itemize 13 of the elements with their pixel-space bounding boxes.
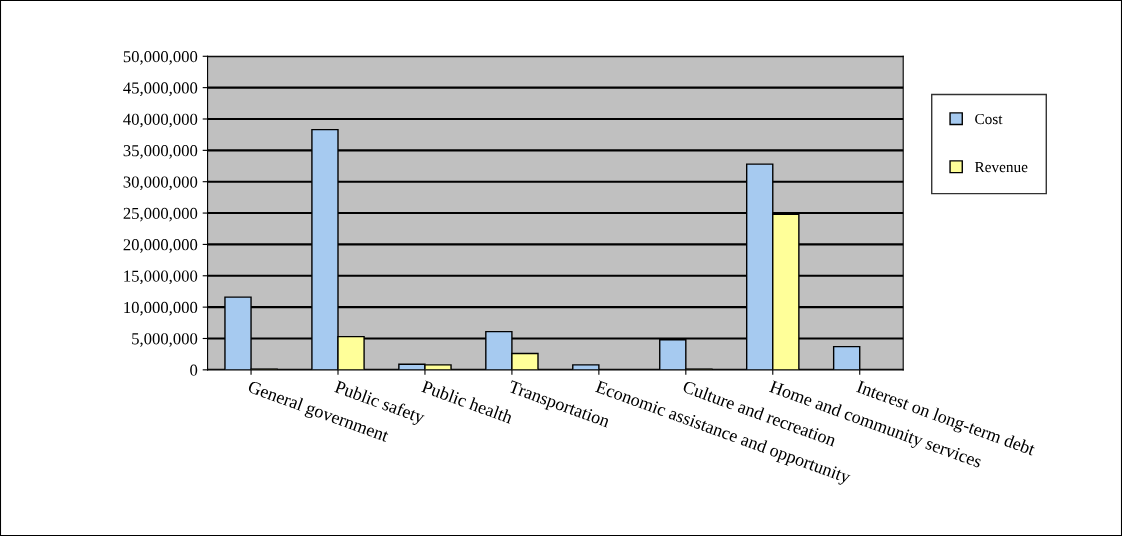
y-tick-label: 30,000,000 bbox=[123, 176, 198, 191]
y-tick-label: 25,000,000 bbox=[123, 207, 198, 222]
legend-label: Cost bbox=[975, 113, 1003, 125]
y-tick-label: 35,000,000 bbox=[123, 145, 198, 159]
y-tick-label: 20,000,000 bbox=[123, 239, 198, 253]
y-tick-label: 0 bbox=[190, 364, 198, 376]
y-tick-label: 40,000,000 bbox=[123, 113, 198, 128]
legend-label: Revenue bbox=[974, 162, 1028, 173]
y-tick-label: 50,000,000 bbox=[123, 50, 198, 65]
y-tick-label: 10,000,000 bbox=[124, 301, 198, 316]
y-tick-label: 15,000,000 bbox=[124, 270, 198, 285]
y-tick-label: 5,000,000 bbox=[132, 333, 198, 347]
y-tick-label: 45,000,000 bbox=[123, 82, 198, 96]
